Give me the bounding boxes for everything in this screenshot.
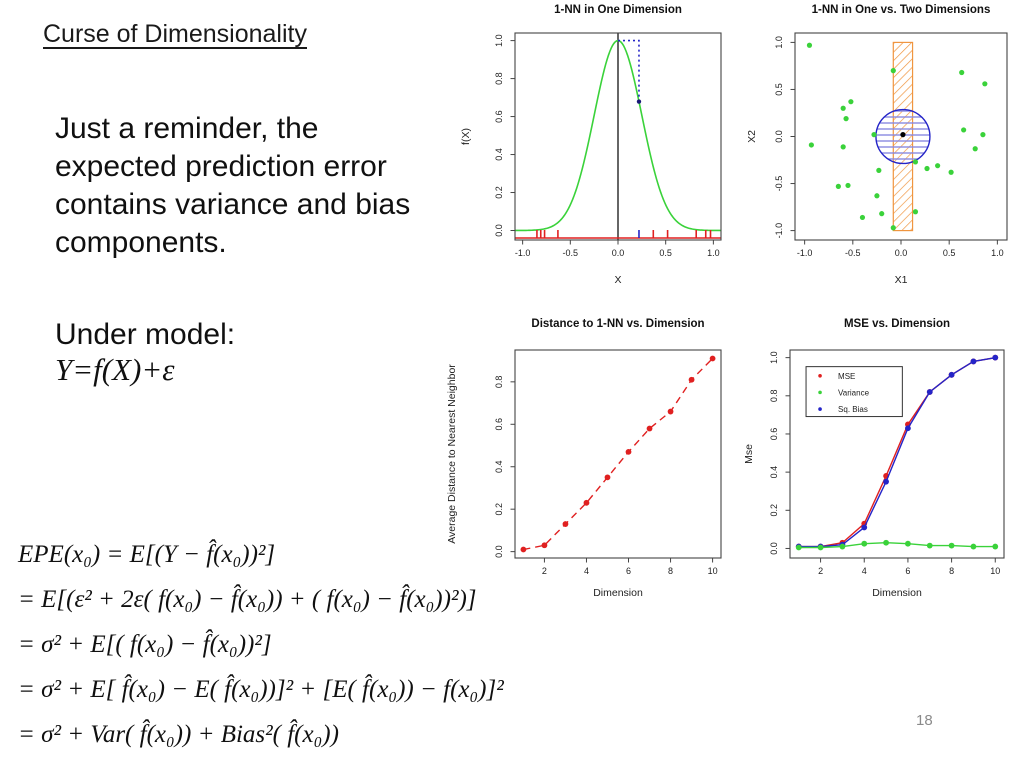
svg-text:0.4: 0.4 [494,460,504,473]
svg-text:f(X): f(X) [460,128,472,145]
svg-text:0.8: 0.8 [494,376,504,389]
svg-text:0.2: 0.2 [769,504,779,517]
svg-text:0.6: 0.6 [769,428,779,441]
plot-1nn-one-dimension-svg: 1-NN in One Dimension -1.0 -0.5 0.0 0.5 1.0 0.… [460,4,722,286]
under-model-label: Under model: [55,318,236,351]
model-formula: Y=f(X)+ε [55,352,175,387]
svg-text:1.0: 1.0 [707,248,720,258]
svg-text:0.6: 0.6 [494,110,504,123]
svg-text:X1: X1 [895,274,908,286]
page-number: 18 [916,712,933,729]
svg-text:Sq. Bias: Sq. Bias [838,405,868,414]
plot-mse-vs-dimension-svg: MSE vs. Dimension 2 4 6 8 10 0.0 0.2 0.4 0.6 0.8 1.… [743,318,1005,599]
svg-text:Dimension: Dimension [872,587,922,599]
plot-mse-vs-dimension: MSE vs. Dimension 2 4 6 8 10 0.0 0.2 0.4 0.6 0.8 1.… [736,306,1024,604]
svg-text:2: 2 [818,566,823,576]
svg-text:-0.5: -0.5 [563,248,579,258]
equation-line: = σ² + E[( f(x₀) − f̂(x₀))²] [18,631,272,658]
svg-text:-0.5: -0.5 [774,176,784,192]
svg-text:10: 10 [708,566,718,576]
svg-text:X: X [614,274,621,286]
svg-text:-1.0: -1.0 [774,223,784,239]
equation-line: EPE(x₀) = E[(Y − f̂(x₀))²] [18,541,276,568]
svg-text:-1.0: -1.0 [515,248,531,258]
svg-text:0.0: 0.0 [769,542,779,555]
svg-text:0.0: 0.0 [612,248,625,258]
svg-text:0.5: 0.5 [774,83,784,96]
svg-text:4: 4 [584,566,589,576]
svg-text:6: 6 [905,566,910,576]
svg-text:0.5: 0.5 [943,248,956,258]
svg-text:Average Distance to Nearest Ne: Average Distance to Nearest Neighbor [446,364,458,544]
svg-text:0.2: 0.2 [494,503,504,516]
svg-text:Variance: Variance [838,388,870,397]
intro-paragraph: Just a reminder, the expected prediction… [55,112,411,259]
svg-text:MSE: MSE [838,372,855,381]
svg-text:MSE vs. Dimension: MSE vs. Dimension [844,318,950,330]
svg-text:0.0: 0.0 [494,545,504,558]
svg-text:0.4: 0.4 [769,466,779,479]
plot-distance-vs-dimension-svg: Distance to 1-NN vs. Dimension 2 4 6 8 10 0.0 0… [446,318,722,599]
svg-text:6: 6 [626,566,631,576]
epe-derivation: EPE(x₀) = E[(Y − f̂(x₀))²] = E[(ε² + 2ε(… [18,532,504,757]
svg-text:8: 8 [949,566,954,576]
svg-text:2: 2 [542,566,547,576]
svg-text:0.2: 0.2 [494,186,504,199]
svg-text:1-NN in One Dimension: 1-NN in One Dimension [554,4,682,16]
svg-text:Dimension: Dimension [593,587,643,599]
svg-text:0.0: 0.0 [774,130,784,143]
page-title: Curse of Dimensionality [43,20,307,48]
svg-text:Mse: Mse [743,444,755,464]
equation-line: = σ² + Var( f̂(x₀)) + Bias²( f̂(x₀)) [18,721,339,748]
svg-text:X2: X2 [746,130,758,143]
svg-text:0.5: 0.5 [659,248,672,258]
svg-text:0.8: 0.8 [769,390,779,403]
svg-text:4: 4 [862,566,867,576]
svg-text:1-NN in One vs. Two Dimensions: 1-NN in One vs. Two Dimensions [812,4,991,16]
svg-text:1.0: 1.0 [991,248,1004,258]
plot-1nn-one-dimension: 1-NN in One Dimension -1.0 -0.5 0.0 0.5 1.0 0.… [438,0,735,302]
svg-text:10: 10 [990,566,1000,576]
svg-text:-1.0: -1.0 [797,248,813,258]
plot-1nn-one-vs-two-dimensions-svg: 1-NN in One vs. Two Dimensions -1.0 -0.5 0.… [746,4,1008,286]
svg-text:1.0: 1.0 [769,351,779,364]
equation-line: = E[(ε² + 2ε( f(x₀) − f̂(x₀)) + ( f(x₀) … [18,586,477,613]
svg-text:1.0: 1.0 [494,34,504,47]
plot-1nn-one-vs-two-dimensions: 1-NN in One vs. Two Dimensions -1.0 -0.5 0.… [733,0,1024,302]
svg-text:Distance to 1-NN vs. Dimension: Distance to 1-NN vs. Dimension [531,318,704,330]
svg-text:0.8: 0.8 [494,72,504,85]
svg-text:-0.5: -0.5 [845,248,861,258]
svg-text:0.0: 0.0 [494,224,504,237]
svg-text:0.6: 0.6 [494,418,504,431]
svg-text:8: 8 [668,566,673,576]
svg-text:1.0: 1.0 [774,36,784,49]
plot-distance-vs-dimension: Distance to 1-NN vs. Dimension 2 4 6 8 10 0.0 0… [438,306,740,604]
svg-text:0.4: 0.4 [494,148,504,161]
svg-text:0.0: 0.0 [895,248,908,258]
equation-line: = σ² + E[ f̂(x₀) − E( f̂(x₀))]² + [E( f̂… [18,676,504,703]
